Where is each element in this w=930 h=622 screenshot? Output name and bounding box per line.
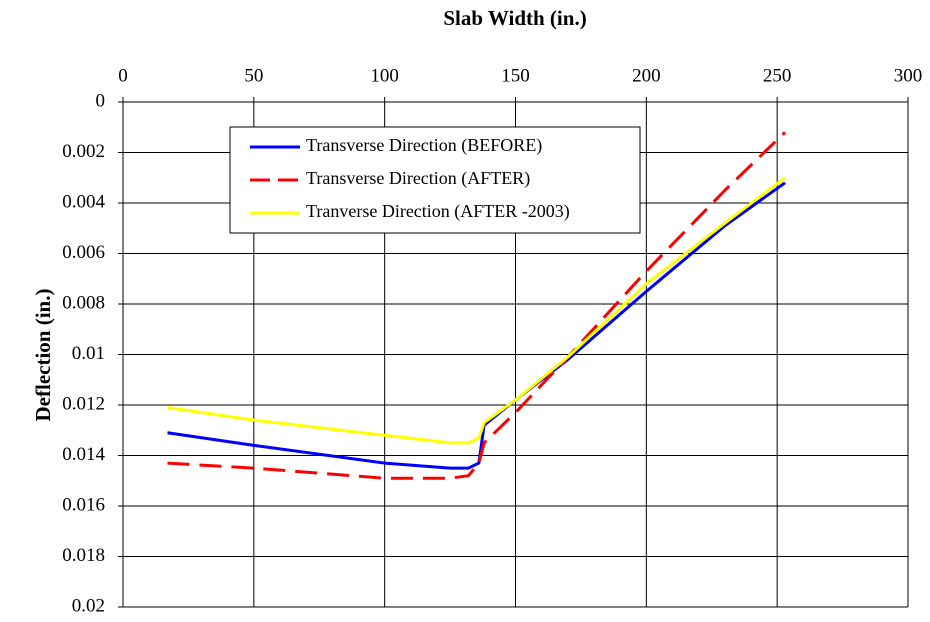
y-tick-label: 0.004 [62, 191, 105, 212]
series-line [167, 131, 787, 480]
y-axis-label: Deflection (in.) [31, 289, 55, 422]
x-tick-label: 250 [763, 65, 792, 86]
series-line [167, 181, 786, 470]
legend-label: Tranverse Direction (AFTER -2003) [306, 201, 570, 222]
x-tick-label: 0 [118, 65, 128, 86]
x-tick-label: 200 [632, 65, 661, 86]
y-tick-label: 0.002 [62, 141, 105, 162]
y-tick-label: 0.014 [62, 444, 105, 465]
y-tick-label: 0.01 [72, 343, 105, 364]
y-tick-label: 0.018 [62, 545, 105, 566]
series-line [167, 176, 786, 445]
legend-label: Transverse Direction (BEFORE) [306, 135, 542, 156]
legend-label: Transverse Direction (AFTER) [306, 168, 530, 189]
legend-box [229, 126, 641, 234]
y-tick-label: 0.006 [62, 242, 105, 263]
y-tick-label: 0.02 [72, 595, 105, 616]
x-tick-label: 150 [501, 65, 530, 86]
x-tick-label: 300 [894, 65, 923, 86]
y-tick-label: 0 [96, 90, 106, 111]
x-tick-label: 100 [370, 65, 399, 86]
y-tick-label: 0.012 [62, 393, 105, 414]
chart-title: Slab Width (in.) [443, 6, 586, 30]
x-tick-label: 50 [244, 65, 263, 86]
y-tick-label: 0.008 [62, 292, 105, 313]
y-tick-label: 0.016 [62, 494, 105, 515]
